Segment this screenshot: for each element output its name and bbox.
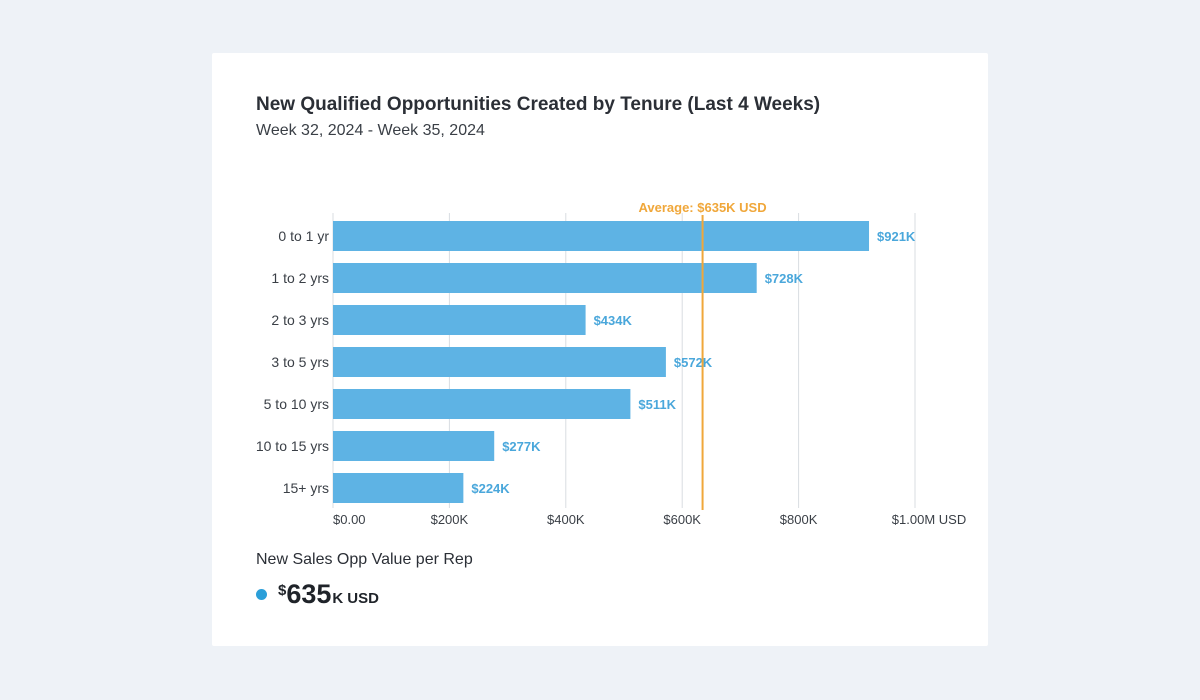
bar xyxy=(333,473,464,503)
chart-card: New Qualified Opportunities Created by T… xyxy=(212,53,988,646)
x-tick-label: $200K xyxy=(431,512,469,527)
category-label: 15+ yrs xyxy=(283,480,329,496)
average-label: Average: $635K USD xyxy=(638,200,766,215)
category-label: 2 to 3 yrs xyxy=(271,312,329,328)
bar xyxy=(333,347,666,377)
metric-value: $ 635 K USD xyxy=(256,579,379,613)
category-labels: 0 to 1 yr 1 to 2 yrs 2 to 3 yrs 3 to 5 yrs 5… xyxy=(256,228,329,496)
bars xyxy=(333,221,870,503)
bar xyxy=(333,221,870,251)
bar xyxy=(333,263,757,293)
x-tick-label: $1.00M USD xyxy=(892,512,966,527)
x-tick-label: $600K xyxy=(663,512,701,527)
value-label: $277K xyxy=(502,439,541,454)
category-label: 5 to 10 yrs xyxy=(264,396,329,412)
value-label: $728K xyxy=(765,271,804,286)
metric-number: 635 xyxy=(286,579,332,609)
bar xyxy=(333,389,631,419)
legend-dot xyxy=(256,589,267,600)
value-label: $224K xyxy=(471,481,510,496)
value-label: $921K xyxy=(877,229,916,244)
chart-title: New Qualified Opportunities Created by T… xyxy=(256,94,821,115)
value-label: $511K xyxy=(638,397,676,412)
bar xyxy=(333,305,586,335)
x-tick-label: $400K xyxy=(547,512,585,527)
value-label: $434K xyxy=(594,313,633,328)
category-label: 10 to 15 yrs xyxy=(256,438,329,454)
metric-label: New Sales Opp Value per Rep xyxy=(256,551,473,568)
metric-currency-symbol: $ xyxy=(278,582,287,599)
category-label: 3 to 5 yrs xyxy=(271,354,329,370)
value-label: $572K xyxy=(674,355,713,370)
x-tick-label: $0.00 xyxy=(333,512,366,527)
bar-chart: 0 to 1 yr 1 to 2 yrs 2 to 3 yrs 3 to 5 yrs 5… xyxy=(256,200,966,527)
category-label: 1 to 2 yrs xyxy=(271,270,329,286)
average-line-group: Average: $635K USD xyxy=(638,200,767,510)
x-axis-tick-labels: $0.00 $200K $400K $600K $800K $1.00M USD xyxy=(333,512,966,527)
category-label: 0 to 1 yr xyxy=(278,228,329,244)
x-tick-label: $800K xyxy=(780,512,818,527)
metric-unit: USD xyxy=(347,590,379,607)
value-labels: $921K $728K $434K $572K $511K $277K $224K xyxy=(471,229,916,496)
chart-subtitle: Week 32, 2024 - Week 35, 2024 xyxy=(256,122,485,139)
bar xyxy=(333,431,495,461)
metric-suffix: K xyxy=(332,590,344,607)
